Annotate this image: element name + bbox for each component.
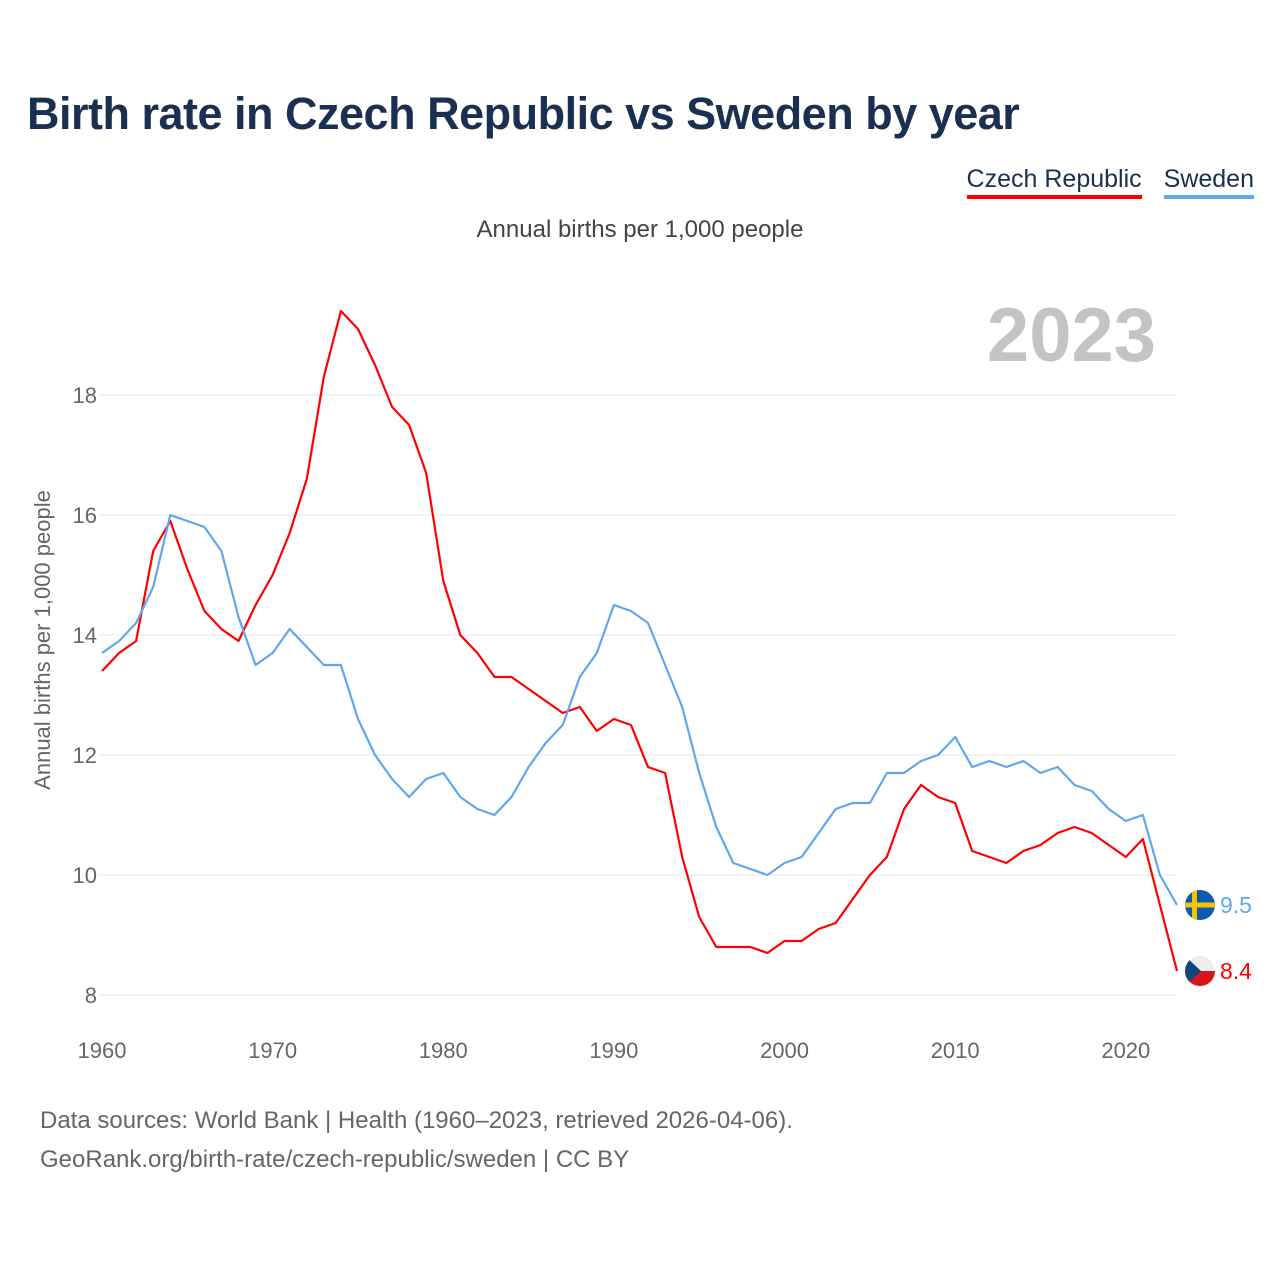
- czech-flag-icon: [1185, 956, 1215, 986]
- x-tick-label: 1980: [419, 1038, 468, 1063]
- y-tick-label: 16: [73, 503, 97, 528]
- x-tick-label: 1960: [78, 1038, 127, 1063]
- y-tick-label: 8: [85, 983, 97, 1008]
- end-label-czech-republic: 8.4: [1220, 958, 1252, 984]
- chart-subtitle: Annual births per 1,000 people: [476, 216, 804, 243]
- x-tick-label: 2000: [760, 1038, 809, 1063]
- legend-sweden[interactable]: Sweden: [1163, 165, 1254, 199]
- series-line-sweden: [101, 513, 1178, 906]
- y-tick-label: 12: [73, 743, 97, 768]
- footer-link[interactable]: GeoRank.org/birth-rate/czech-republic/sw…: [40, 1146, 630, 1173]
- y-tick-label: 10: [73, 863, 97, 888]
- x-tick-label: 2020: [1101, 1038, 1150, 1063]
- x-tick-label: 2010: [931, 1038, 980, 1063]
- y-tick-label: 18: [73, 383, 97, 408]
- x-tick-label: 1970: [248, 1038, 297, 1063]
- y-axis-label: Annual births per 1,000 people: [30, 490, 55, 790]
- year-watermark: 2023: [986, 293, 1156, 378]
- series-line-czech-republic: [101, 309, 1179, 972]
- footer-sources: Data sources: World Bank | Health (1960–…: [40, 1107, 793, 1134]
- chart-title: Birth rate in Czech Republic vs Sweden b…: [27, 88, 1020, 139]
- sweden-flag-icon: [1185, 890, 1215, 920]
- x-tick-label: 1990: [589, 1038, 638, 1063]
- legend-czech-republic[interactable]: Czech Republic: [966, 165, 1142, 199]
- y-tick-label: 14: [73, 623, 97, 648]
- legend: Czech Republic Sweden: [966, 165, 1254, 199]
- end-label-sweden: 9.5: [1220, 892, 1252, 918]
